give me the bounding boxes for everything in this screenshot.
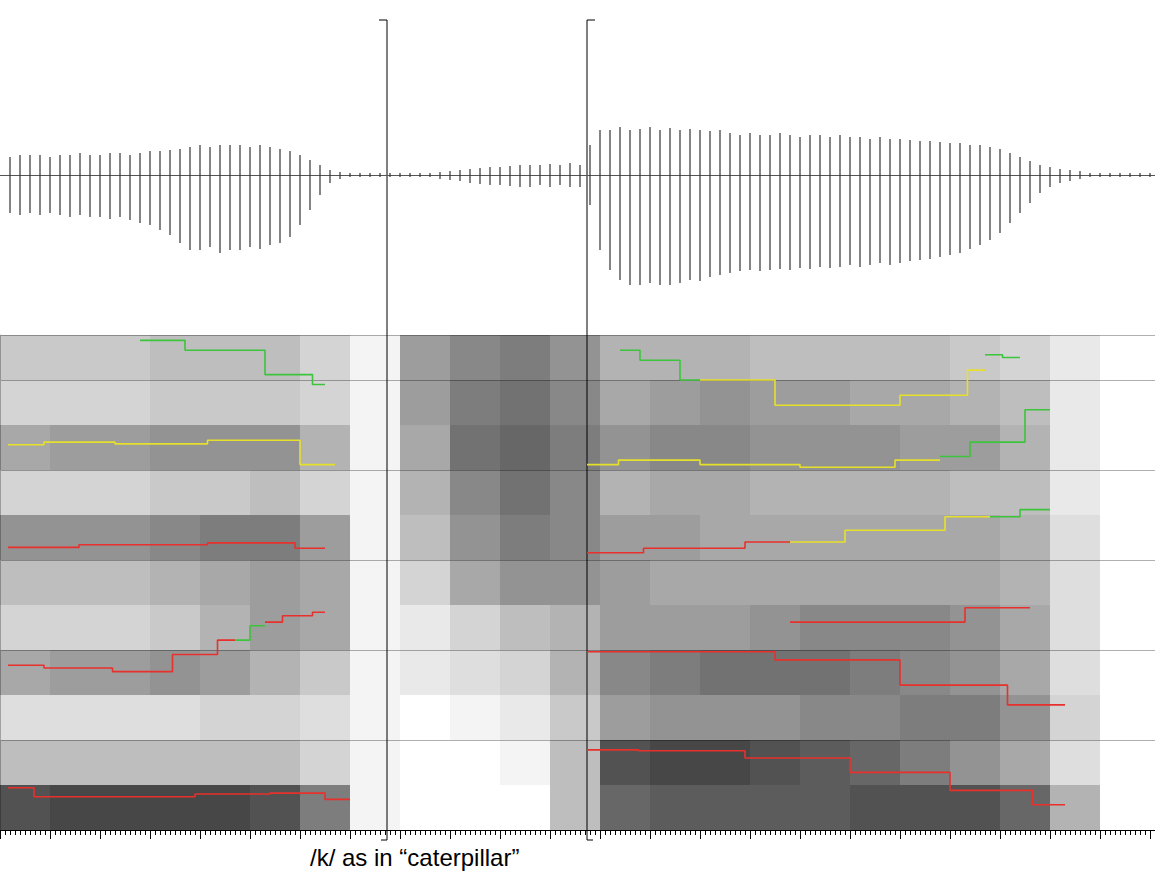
svg-text:/k/ as in “caterpillar”: /k/ as in “caterpillar” — [310, 844, 519, 871]
